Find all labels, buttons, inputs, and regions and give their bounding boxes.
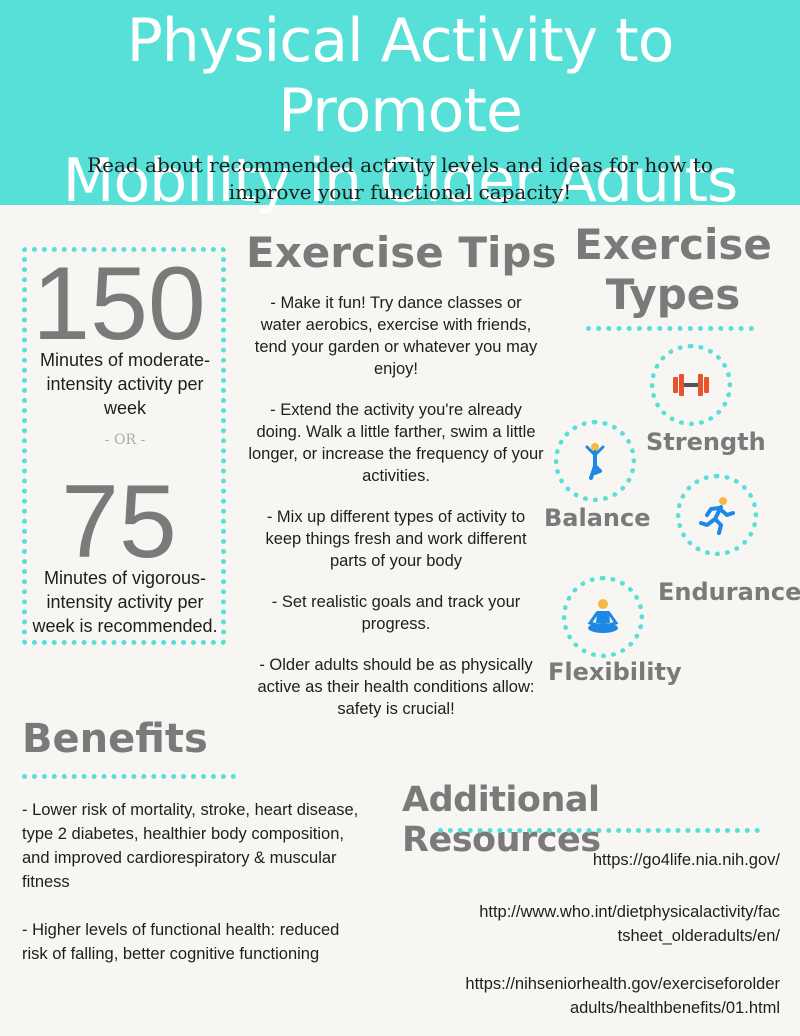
resource-link-who[interactable]: http://www.who.int/dietphysicalactivity/… [479,900,780,948]
benefits-heading: Benefits [22,716,208,762]
tip-item: - Set realistic goals and track your pro… [271,593,521,633]
moderate-minutes-value: 150 [32,246,206,362]
tip-item: - Older adults should be as physically a… [257,656,535,718]
title-line-2: Mobility in Older Adults [62,146,739,216]
vigorous-minutes-text: Minutes of vigorous-intensity activity p… [32,568,218,636]
page-title: Physical Activity to Promote Mobility in… [0,6,800,216]
runner-icon [699,497,735,535]
tips-heading: Exercise Tips [246,228,557,277]
tip-item: - Extend the activity you're already doi… [248,401,544,485]
subtitle-line-1: Read about recommended activity levels a… [87,153,713,177]
tip-item: - Make it fun! Try dance classes or wate… [254,294,538,378]
benefit-item: - Lower risk of mortality, stroke, heart… [22,801,359,891]
resource-link-nih-line-1: https://nihseniorhealth.gov/exerciseforo… [465,975,780,993]
flexibility-circle [562,576,644,658]
resource-link-nih-line-2: adults/healthbenefits/01.html [569,999,780,1017]
benefits-list: - Lower risk of mortality, stroke, heart… [22,798,362,990]
activity-stats-box [22,247,226,645]
types-heading: Exercise Types [560,220,786,320]
benefit-item: - Higher levels of functional health: re… [22,921,340,963]
resources-divider [438,828,760,833]
subtitle-line-2: improve your functional capacity! [228,180,572,204]
or-divider: - OR - [104,432,146,448]
flexibility-label: Flexibility [548,658,682,686]
page-subtitle: Read about recommended activity levels a… [40,152,760,206]
endurance-circle [676,474,758,556]
balance-circle [554,420,636,502]
strength-label: Strength [646,428,766,456]
resource-link-who-line-2: tsheet_olderadults/en/ [617,927,780,945]
endurance-label: Endurance [658,578,800,606]
resource-link-who-line-1: http://www.who.int/dietphysicalactivity/… [479,903,780,921]
balance-label: Balance [544,504,651,532]
resource-link-nihseniorhealth[interactable]: https://nihseniorhealth.gov/exerciseforo… [465,972,780,1020]
resource-link-go4life[interactable]: https://go4life.nia.nih.gov/ [592,851,780,869]
resources-heading: Additional Resources [402,780,601,860]
vigorous-minutes-value: 75 [61,464,177,580]
tips-list: - Make it fun! Try dance classes or wate… [248,292,544,739]
types-heading-line-2: Types [605,270,741,319]
dumbbell-icon [673,374,709,396]
moderate-minutes-text: Minutes of moderate-intensity activity p… [39,350,211,418]
types-divider [586,326,754,331]
balance-pose-icon [585,443,605,480]
title-line-1: Physical Activity to Promote [126,6,675,146]
types-heading-line-1: Exercise [574,220,772,269]
benefits-divider [22,774,236,779]
header-banner: Physical Activity to Promote Mobility in… [0,0,800,216]
meditation-icon [587,599,619,633]
tip-item: - Mix up different types of activity to … [265,508,527,570]
strength-circle [650,344,732,426]
